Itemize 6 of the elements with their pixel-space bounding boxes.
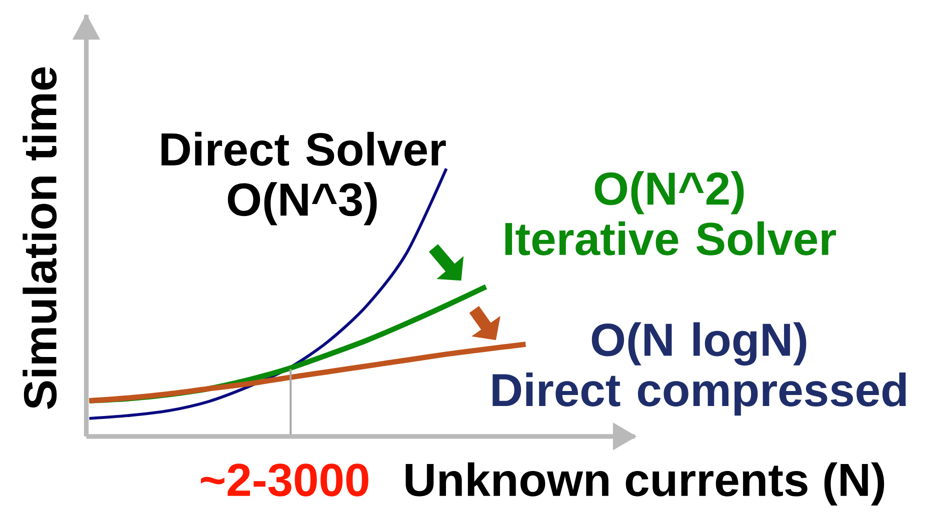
y-axis-title: Simulation time: [22, 67, 57, 410]
series-label: O(N^2) Iterative Solver: [505, 171, 836, 256]
text: ~2-3000: [200, 464, 368, 496]
legend-label: O(N logN) Direct compressed: [492, 322, 906, 416]
x-axis-title: Unknown currents (N): [406, 462, 884, 506]
series-label: Direct Solver O(N^3): [162, 132, 446, 226]
